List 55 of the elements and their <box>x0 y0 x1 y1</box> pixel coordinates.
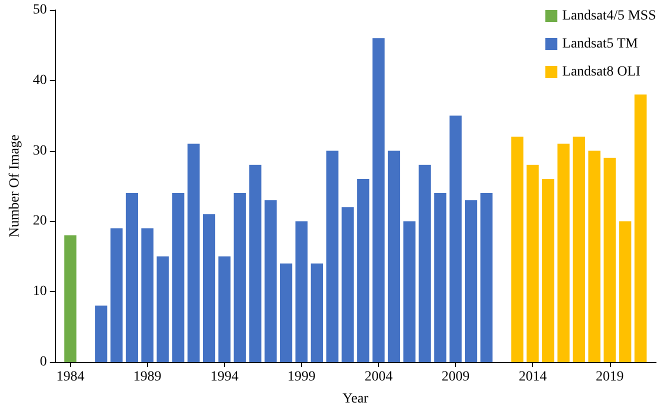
y-axis-title: Number Of Image <box>8 134 22 238</box>
bar <box>542 178 554 362</box>
bar <box>526 164 539 362</box>
bar <box>511 136 524 362</box>
bar <box>357 178 370 362</box>
x-axis-title: Year <box>342 392 369 406</box>
bar <box>450 116 462 362</box>
bar <box>388 150 400 362</box>
bar <box>403 221 416 362</box>
bar <box>234 193 246 362</box>
bar <box>188 144 200 362</box>
x-tick-label: 1989 <box>133 370 162 384</box>
legend-label: Landsat4/5 MSS <box>562 8 656 24</box>
bar <box>464 200 478 362</box>
bar <box>326 150 338 362</box>
bar <box>634 94 647 362</box>
bar <box>310 263 323 362</box>
bar <box>372 38 385 362</box>
legend-label: Landsat5 TM <box>562 36 638 52</box>
bar <box>588 150 600 362</box>
x-tick-label: 1994 <box>210 370 238 384</box>
bar <box>218 256 231 362</box>
bar <box>619 221 632 362</box>
bar <box>64 235 76 362</box>
x-tick-label: 1999 <box>288 370 316 384</box>
bar <box>342 207 354 362</box>
bar <box>557 144 570 362</box>
y-tick-label: 50 <box>32 2 47 18</box>
bar <box>264 200 277 362</box>
x-tick-label: 2004 <box>364 370 393 384</box>
bar <box>280 263 292 362</box>
bar <box>572 136 586 362</box>
y-tick-label: 30 <box>32 143 47 158</box>
bar <box>418 164 431 362</box>
x-tick-label: 2014 <box>518 370 547 384</box>
bar <box>249 164 262 362</box>
bar <box>480 193 493 362</box>
y-tick-label: 20 <box>32 214 47 229</box>
bar <box>295 221 308 362</box>
bar <box>126 193 138 362</box>
bar <box>434 193 446 362</box>
x-tick-label: 2009 <box>442 370 470 384</box>
y-tick-label: 0 <box>40 354 47 370</box>
bar <box>141 228 154 362</box>
bar <box>202 214 216 362</box>
bar <box>604 158 616 362</box>
legend-label: Landsat8 OLI <box>562 64 641 80</box>
bar <box>156 256 169 362</box>
x-tick-label: 2019 <box>596 370 624 384</box>
x-tick-label: 1984 <box>56 370 84 384</box>
bar <box>110 228 123 362</box>
bar <box>172 193 184 362</box>
y-tick-label: 40 <box>32 72 47 88</box>
bar <box>95 306 108 362</box>
y-tick-label: 10 <box>32 284 47 300</box>
